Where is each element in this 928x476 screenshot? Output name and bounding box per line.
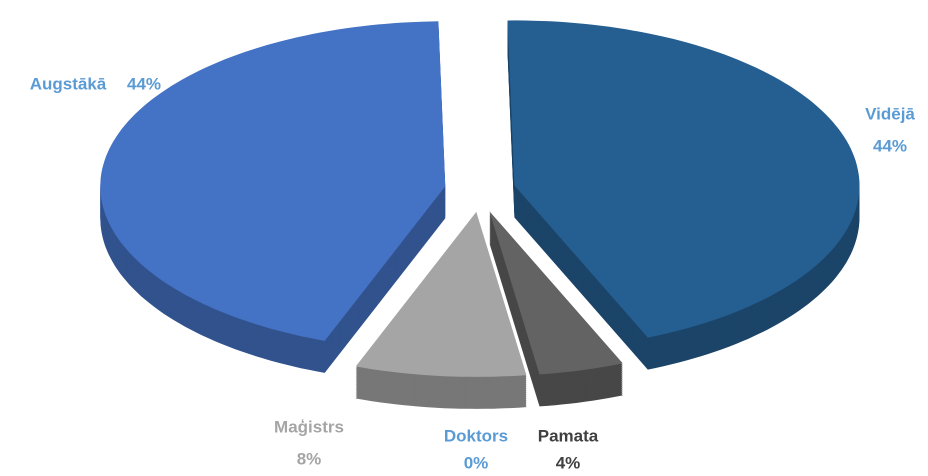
slice xyxy=(507,20,860,338)
data-label-value: 44% xyxy=(873,136,907,155)
data-label-value: 4% xyxy=(556,453,581,472)
data-label-name: Pamata xyxy=(538,426,599,445)
data-label-value: 44% xyxy=(127,74,161,93)
slice xyxy=(489,211,623,375)
data-label-value: 8% xyxy=(297,449,322,468)
slice xyxy=(100,21,446,341)
slice xyxy=(355,211,527,377)
data-label-name: Maģistrs xyxy=(274,417,344,436)
data-label-name: Vidējā xyxy=(865,104,915,123)
data-label-name: Augstākā xyxy=(30,74,107,93)
data-label-value: 0% xyxy=(464,453,489,472)
data-label-name: Doktors xyxy=(444,426,508,445)
